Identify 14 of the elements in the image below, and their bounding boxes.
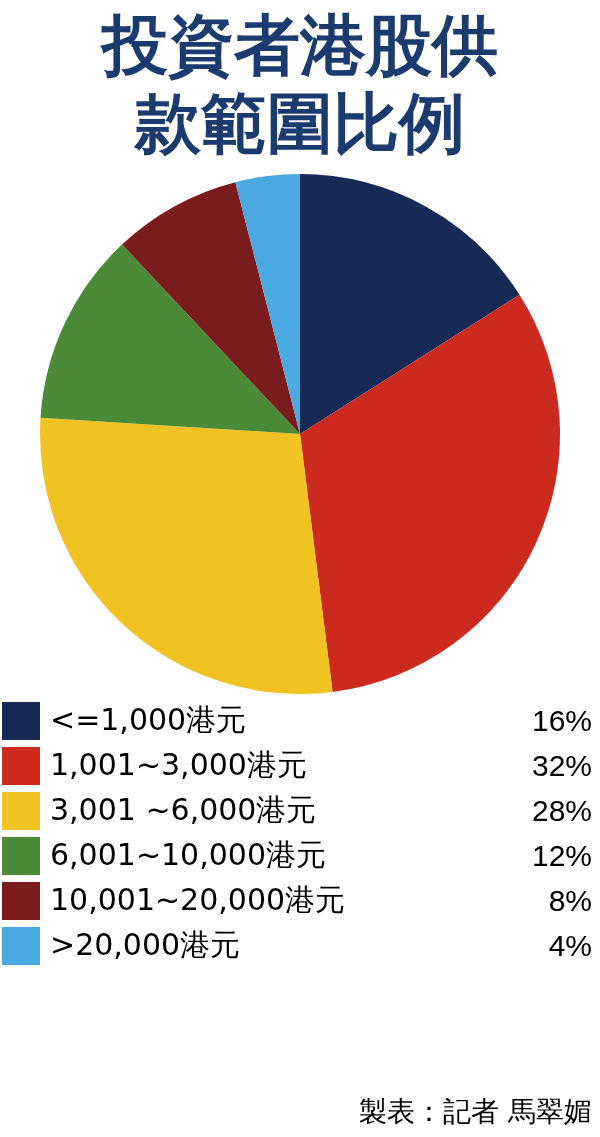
- legend-label: 1,001~3,000港元: [50, 746, 308, 784]
- chart-title: 投資者港股供款範圍比例: [100, 5, 499, 162]
- legend-label: 6,001~10,000港元: [50, 836, 327, 874]
- data-label: 12%: [531, 838, 592, 873]
- data-label: 4%: [548, 928, 592, 963]
- data-label: 28%: [531, 793, 592, 828]
- text: 製表：記者 馬翠媚: [359, 1094, 592, 1130]
- data-label: 32%: [531, 748, 592, 783]
- data-label: 16%: [531, 703, 592, 738]
- legend-label: <=1,000港元: [50, 701, 248, 739]
- legend-label: 10,001~20,000港元: [50, 881, 347, 919]
- data-label: 8%: [548, 883, 592, 918]
- legend-label: 3,001 ~6,000港元: [50, 791, 318, 829]
- legend-label: >20,000港元: [50, 926, 242, 964]
